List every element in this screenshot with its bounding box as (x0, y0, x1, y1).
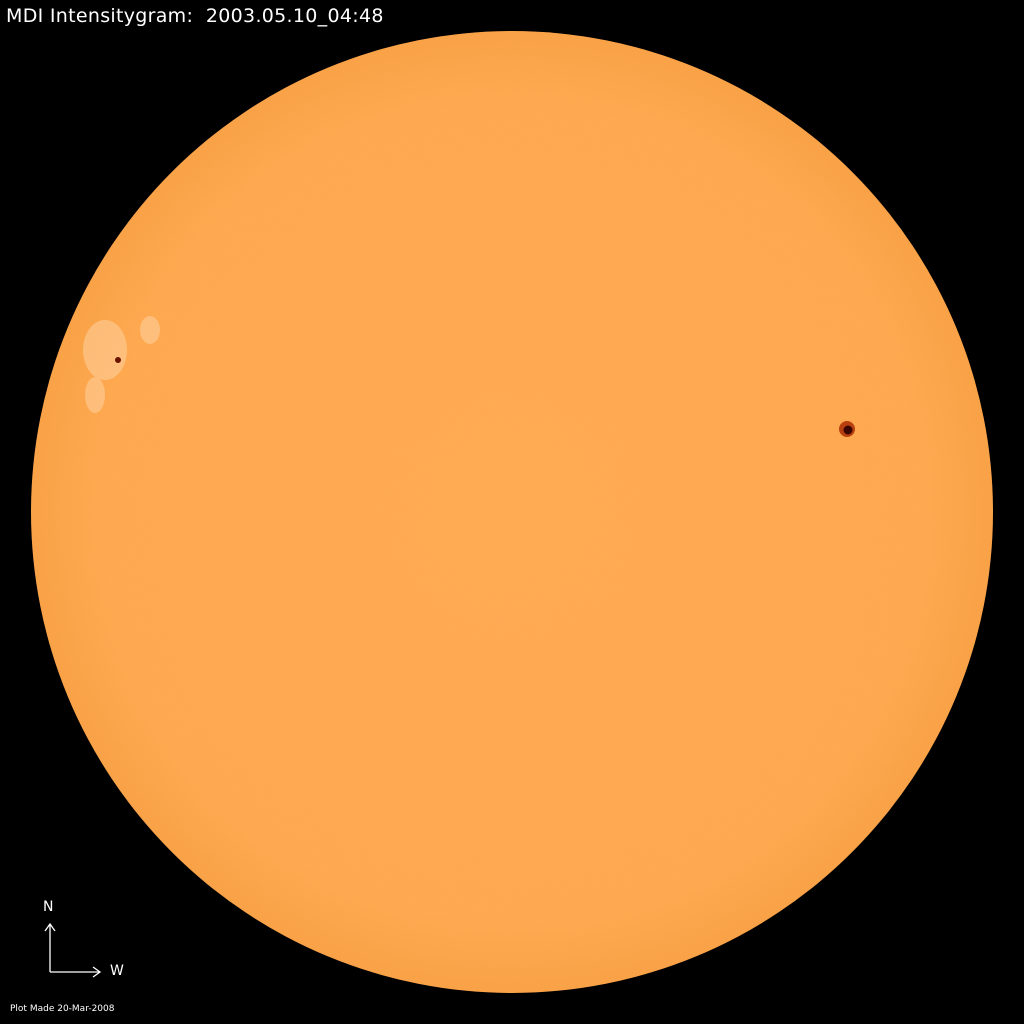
sunspot-east (115, 357, 121, 363)
sunspot-umbra-west (843, 425, 853, 435)
west-arrow-icon (50, 966, 102, 978)
orientation-arrows (44, 922, 102, 978)
north-label: N (43, 899, 54, 915)
image-title: MDI Intensitygram: 2003.05.10_04:48 (6, 5, 384, 27)
north-arrow-icon (44, 922, 56, 972)
west-label: W (110, 963, 124, 979)
granulation-texture (31, 31, 993, 993)
title-label: MDI Intensitygram: (6, 5, 194, 27)
observation-timestamp: 2003.05.10_04:48 (205, 5, 384, 27)
plot-made-note: Plot Made 20-Mar-2008 (10, 1004, 115, 1014)
facula-region-east (83, 316, 160, 413)
